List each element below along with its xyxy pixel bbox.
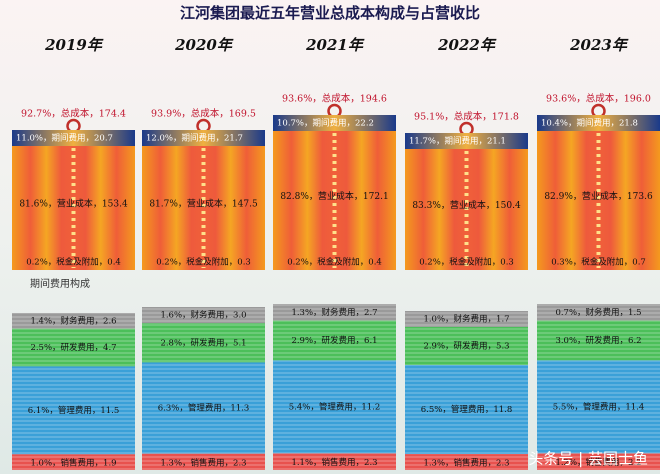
total-label: 92.7%，总成本，174.4 <box>21 108 126 120</box>
segment-texture <box>405 326 528 366</box>
segment-texture <box>273 360 396 454</box>
segment-label: 1.1%，销售费用，2.3 <box>291 457 377 468</box>
segment-label: 1.0%，销售费用，1.9 <box>30 458 116 469</box>
period-strip <box>273 115 396 131</box>
segment-label: 2.9%，研发费用，5.3 <box>423 340 509 351</box>
total-label: 93.6%，总成本，196.0 <box>546 93 651 105</box>
segment-texture <box>405 311 528 327</box>
segment-label: 5.4%，管理费用，11.2 <box>289 401 381 412</box>
lower-caption: 期间费用构成 <box>30 277 90 290</box>
operating-block <box>142 146 265 270</box>
tax-label: 0.2%，税金及附加，0.3 <box>419 257 514 268</box>
period-label: 12.0%，期间费用，21.7 <box>146 133 243 144</box>
total-label: 93.6%，总成本，194.6 <box>282 93 387 105</box>
period-label: 10.7%，期间费用，22.2 <box>277 118 374 129</box>
year-label: 2021年 <box>305 36 365 54</box>
segment-label: 6.3%，管理费用，11.3 <box>158 403 250 414</box>
segment-texture <box>537 320 660 361</box>
tax-label: 0.2%，税金及附加，0.4 <box>287 257 382 268</box>
operating-label: 81.7%，营业成本，147.5 <box>149 198 258 210</box>
segment-label: 1.0%，财务费用，1.7 <box>423 313 509 324</box>
segment-texture <box>142 453 265 470</box>
period-strip <box>537 115 660 131</box>
segment-label: 5.5%，管理费用，11.4 <box>553 401 645 412</box>
segment-texture <box>12 328 135 367</box>
operating-label: 81.6%，营业成本，153.4 <box>19 198 128 210</box>
segment-texture <box>12 454 135 470</box>
segment-label: 2.9%，研发费用，6.1 <box>291 335 377 346</box>
segment-texture <box>537 360 660 454</box>
segment-texture <box>12 366 135 455</box>
period-label: 11.0%，期间费用，20.7 <box>16 133 113 144</box>
segment-texture <box>537 304 660 321</box>
segment-label: 1.3%，销售费用，2.3 <box>160 457 246 468</box>
operating-label: 83.3%，营业成本，150.4 <box>412 199 521 211</box>
period-strip <box>12 130 135 146</box>
year-label: 2020年 <box>174 36 234 54</box>
segment-label: 3.0%，研发费用，6.2 <box>555 335 641 346</box>
tax-label: 0.2%，税金及附加，0.3 <box>156 257 251 268</box>
segment-label: 1.3%，财务费用，2.7 <box>291 307 377 318</box>
segment-label: 6.1%，管理费用，11.5 <box>28 405 120 416</box>
segment-texture <box>142 323 265 363</box>
year-label: 2022年 <box>437 36 497 54</box>
year-label: 2019年 <box>44 36 104 54</box>
segment-texture <box>142 307 265 324</box>
operating-label: 82.9%，营业成本，173.6 <box>544 190 653 202</box>
segment-texture <box>405 365 528 455</box>
total-label: 93.9%，总成本，169.5 <box>151 108 256 120</box>
year-label: 2023年 <box>569 36 629 54</box>
period-strip <box>142 130 265 146</box>
segment-label: 2.5%，研发费用，4.7 <box>30 342 116 353</box>
segment-texture <box>405 454 528 470</box>
tax-label: 0.2%，税金及附加，0.4 <box>26 257 121 268</box>
segment-texture <box>537 453 660 470</box>
segment-label: 6.5%，管理费用，11.8 <box>421 404 513 415</box>
segment-label: 1.3%，销售费用，2.3 <box>423 458 509 469</box>
total-label: 95.1%，总成本，171.8 <box>414 111 519 123</box>
period-label: 10.4%，期间费用，21.8 <box>541 118 638 129</box>
period-strip <box>405 133 528 149</box>
tax-label: 0.3%，税金及附加，0.7 <box>551 257 646 268</box>
operating-block <box>12 146 135 270</box>
segment-label: 1.2%，销售费用，2.2 <box>555 457 641 468</box>
segment-texture <box>12 313 135 329</box>
segment-label: 1.4%，财务费用，2.6 <box>30 315 116 326</box>
period-label: 11.7%，期间费用，21.1 <box>409 136 506 147</box>
segment-label: 1.6%，财务费用，3.0 <box>160 310 246 321</box>
title: 江河集团最近五年营业总成本构成与占营收比 <box>180 4 480 22</box>
segment-texture <box>142 362 265 454</box>
segment-texture <box>273 304 396 321</box>
segment-label: 2.8%，研发费用，5.1 <box>160 337 246 348</box>
segment-texture <box>273 320 396 361</box>
operating-label: 82.8%，营业成本，172.1 <box>280 190 388 202</box>
segment-texture <box>273 453 396 470</box>
segment-label: 0.7%，财务费用，1.5 <box>555 307 641 318</box>
watermark: 头条号 | 芸国士鱼 <box>528 450 648 468</box>
